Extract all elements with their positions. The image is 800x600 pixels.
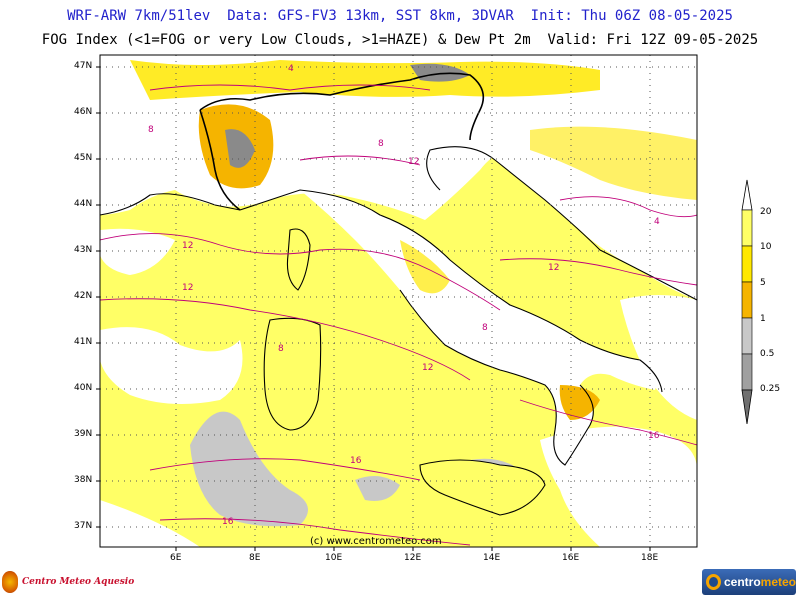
graticule bbox=[100, 55, 697, 547]
clear-area bbox=[620, 295, 697, 420]
clear-area bbox=[540, 426, 697, 547]
globe-ring-icon bbox=[706, 574, 721, 590]
fog-area bbox=[355, 476, 400, 501]
contour-label: 8 bbox=[278, 344, 284, 354]
lat-label: 44N bbox=[74, 199, 93, 209]
dew-point-contours bbox=[100, 84, 697, 546]
colorbar-label: 5 bbox=[760, 278, 766, 288]
lat-label: 40N bbox=[74, 383, 93, 393]
lon-label: 6E bbox=[170, 553, 182, 563]
contour-label: 8 bbox=[148, 125, 154, 135]
lon-label: 14E bbox=[483, 553, 501, 563]
sardinia bbox=[264, 318, 321, 430]
colorbar-label: 1 bbox=[760, 314, 766, 324]
map-frame bbox=[99, 54, 698, 548]
model-info-title: WRF-ARW 7km/51lev Data: GFS-FV3 13km, SS… bbox=[67, 8, 733, 24]
colorbar-label: 0.5 bbox=[760, 349, 775, 359]
contour-label: 4 bbox=[288, 64, 294, 74]
colorbar-swatch bbox=[741, 245, 753, 283]
product-title: FOG Index (<1=FOG or very Low Clouds, >1… bbox=[41, 32, 759, 48]
map-plot-area: 4 8 12 16 12 8 4 12 16 8 12 16 12 8 bbox=[100, 55, 697, 547]
lat-label: 42N bbox=[74, 291, 93, 301]
contour-label: 8 bbox=[378, 139, 384, 149]
po-valley bbox=[280, 133, 432, 177]
corsica bbox=[287, 229, 310, 290]
colorbar-swatch bbox=[741, 353, 753, 391]
alps-fog bbox=[225, 129, 255, 168]
copyright-credit: (c) www.centrometeo.com bbox=[310, 536, 442, 547]
clear-area bbox=[100, 228, 175, 275]
axis-ticks bbox=[96, 66, 651, 551]
colorbar-label: 10 bbox=[760, 242, 772, 252]
coastlines bbox=[100, 146, 697, 516]
fog-area bbox=[190, 411, 308, 527]
contour-label: 12 bbox=[422, 363, 433, 373]
sun-emblem-icon bbox=[2, 571, 18, 593]
lat-label: 47N bbox=[74, 61, 93, 71]
contour-label: 16 bbox=[350, 456, 362, 466]
lon-label: 18E bbox=[641, 553, 659, 563]
lat-label: 43N bbox=[74, 245, 93, 255]
contour-label: 12 bbox=[182, 283, 193, 293]
colorbar bbox=[741, 179, 753, 425]
colorbar-label: 0.25 bbox=[760, 384, 781, 394]
alps-haze bbox=[130, 60, 600, 100]
logo-left-text: Centro Meteo Aquesio bbox=[22, 577, 135, 587]
contour-label: 12 bbox=[548, 263, 559, 273]
colorbar-label: 20 bbox=[760, 207, 772, 217]
centro-meteo-aquesio-logo[interactable]: Centro Meteo Aquesio bbox=[2, 570, 134, 594]
logo-right-text-a: centro bbox=[723, 575, 761, 589]
contour-label: 8 bbox=[482, 323, 488, 333]
contour-label: 16 bbox=[222, 517, 234, 527]
lon-label: 16E bbox=[562, 553, 580, 563]
contour-label: 12 bbox=[408, 157, 419, 167]
colorbar-bottom-arrow bbox=[741, 389, 753, 425]
contour-label: 16 bbox=[648, 431, 660, 441]
calabria-haze bbox=[559, 385, 600, 420]
contour-label: 12 bbox=[182, 241, 193, 251]
centrometeo-logo[interactable]: centro meteo bbox=[702, 569, 796, 595]
sicily bbox=[420, 460, 545, 515]
clear-area bbox=[100, 327, 243, 404]
lat-label: 46N bbox=[74, 107, 93, 117]
colorbar-swatch bbox=[741, 209, 753, 247]
lat-label: 37N bbox=[74, 521, 93, 531]
lat-label: 38N bbox=[74, 475, 93, 485]
lon-label: 10E bbox=[325, 553, 343, 563]
lon-label: 12E bbox=[404, 553, 422, 563]
contour-label: 4 bbox=[654, 217, 660, 227]
colorbar-swatch bbox=[741, 281, 753, 319]
lat-label: 45N bbox=[74, 153, 93, 163]
country-borders bbox=[199, 72, 485, 211]
colorbar-swatch bbox=[741, 317, 753, 355]
lon-label: 8E bbox=[249, 553, 261, 563]
balkan-haze bbox=[530, 126, 697, 200]
logo-right-text-b: meteo bbox=[760, 575, 796, 589]
alps-fog bbox=[410, 63, 470, 82]
clear-area bbox=[100, 500, 200, 547]
lat-label: 41N bbox=[74, 337, 93, 347]
lat-label: 39N bbox=[74, 429, 93, 439]
colorbar-top-arrow bbox=[741, 179, 753, 211]
